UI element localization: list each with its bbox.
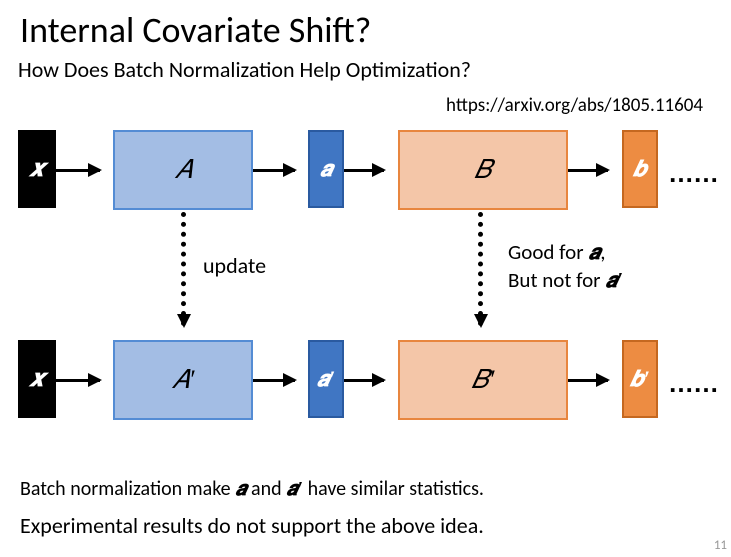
arrow-x-A [56,169,100,172]
slide-title: Internal Covariate Shift? [0,0,731,52]
f1-aprime: 𝒂′ [286,478,303,500]
reference-url: https://arxiv.org/abs/1805.11604 [446,94,703,117]
good-line2: But not for [508,267,605,293]
good-prefix: Good for [508,239,588,265]
Aprime-node: 𝐴′ [113,340,253,420]
B-node: 𝐵 [398,130,568,210]
x-node: 𝒙 [18,130,56,208]
f1-pre: Batch normalization make [20,477,235,501]
f1-mid: and [246,477,286,501]
arrow-a2-B2 [344,379,384,382]
arrow-B2-b2 [568,379,608,382]
good-a: 𝒂 [588,240,600,264]
diagram-row-before: 𝒙 𝐴 𝒂 𝐵 𝒃 …… [18,130,713,210]
slide-number: 11 [714,538,727,553]
good-for-label: Good for 𝒂, But not for 𝒂′ [508,238,623,295]
x-node-2: 𝒙 [18,340,56,418]
ellipsis: …… [668,158,718,189]
b-node: 𝒃 [622,130,658,208]
arrow-A2-a2 [253,379,295,382]
arrow-A-a [253,169,295,172]
covariate-shift-diagram: 𝒙 𝐴 𝒂 𝐵 𝒃 …… update Good for 𝒂, But not … [18,130,713,470]
slide-subtitle: How Does Batch Normalization Help Optimi… [0,52,731,83]
update-arrow-A [181,212,186,326]
footnote-conclusion: Experimental results do not support the … [20,512,484,539]
update-arrow-B [478,212,483,326]
arrow-x-A2 [56,379,100,382]
bprime-node: 𝒃′ [622,340,658,418]
arrow-a-B [344,169,384,172]
update-label: update [203,252,266,279]
diagram-row-after: 𝒙 𝐴′ 𝒂′ 𝐵′ 𝒃′ …… [18,340,713,420]
arrow-B-b [568,169,608,172]
a-node: 𝒂 [308,130,344,208]
ellipsis-2: …… [668,368,718,399]
A-node: 𝐴 [113,130,253,210]
aprime-node: 𝒂′ [308,340,344,418]
footnote-statistics: Batch normalization make 𝒂 and 𝒂′ have s… [20,477,484,501]
f1-post: have similar statistics. [303,477,484,501]
good-aprime: 𝒂′ [605,268,623,292]
good-comma: , [600,239,605,265]
f1-a: 𝒂 [235,478,246,500]
Bprime-node: 𝐵′ [398,340,568,420]
